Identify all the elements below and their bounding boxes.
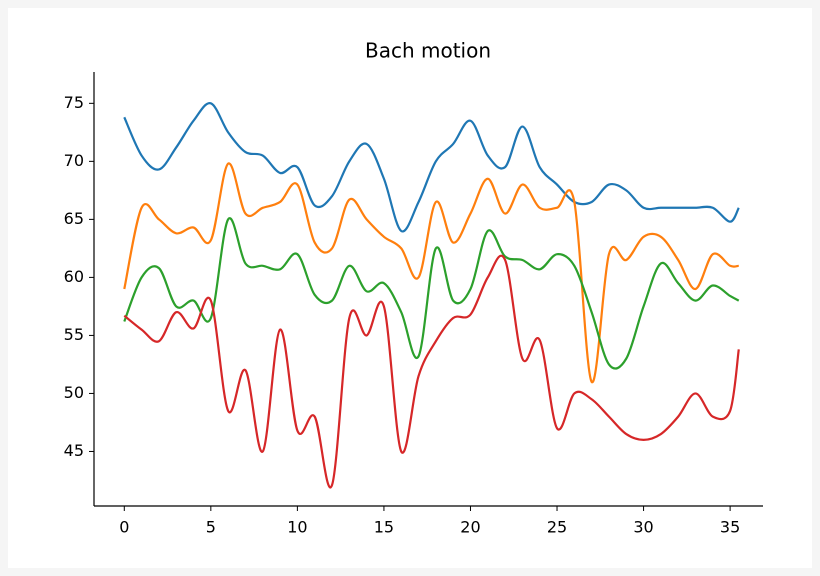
x-tick-label: 20 <box>460 518 480 537</box>
chart-title: Bach motion <box>365 39 491 63</box>
y-tick-label: 45 <box>64 441 84 460</box>
y-tick-label: 60 <box>64 267 84 286</box>
x-tick-label: 0 <box>119 518 129 537</box>
x-tick-label: 10 <box>287 518 307 537</box>
y-tick-label: 65 <box>64 209 84 228</box>
y-tick-label: 70 <box>64 151 84 170</box>
y-tick-label: 50 <box>64 383 84 402</box>
x-tick-label: 25 <box>547 518 567 537</box>
x-tick-label: 30 <box>633 518 653 537</box>
figure-background <box>8 8 812 568</box>
y-tick-label: 55 <box>64 325 84 344</box>
line-series <box>123 162 739 383</box>
x-tick-label: 35 <box>720 518 740 537</box>
line-series <box>123 217 740 370</box>
line-series <box>123 254 740 489</box>
x-tick-label: 15 <box>374 518 394 537</box>
y-tick-label: 75 <box>64 93 84 112</box>
line-series <box>123 102 740 233</box>
x-tick-label: 5 <box>206 518 216 537</box>
